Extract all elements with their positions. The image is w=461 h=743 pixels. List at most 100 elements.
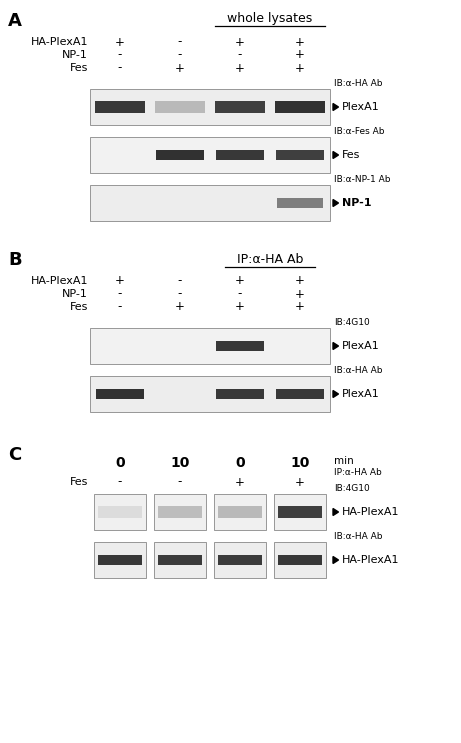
Polygon shape [333,557,338,563]
Bar [278,554,322,565]
Text: -: - [178,36,182,48]
Text: HA-PlexA1: HA-PlexA1 [342,555,400,565]
Text: IP:α-HA Ab: IP:α-HA Ab [334,468,382,477]
Text: +: + [295,36,305,48]
Bar [215,101,265,113]
Text: -: - [118,62,122,74]
Bar [155,101,205,113]
Text: 10: 10 [290,456,310,470]
Bar [95,101,145,113]
Text: Fes: Fes [70,302,88,312]
Bar [213,542,266,578]
Text: -: - [178,288,182,300]
Text: PlexA1: PlexA1 [342,102,380,112]
Text: IB:4G10: IB:4G10 [334,318,370,327]
Text: whole lysates: whole lysates [227,12,313,25]
Bar [94,542,147,578]
Bar [213,494,266,530]
Bar [158,554,202,565]
Text: IB:α-NP-1 Ab: IB:α-NP-1 Ab [334,175,390,184]
Polygon shape [333,152,338,158]
Bar [156,149,204,160]
Bar [275,101,325,113]
Bar [216,149,264,160]
Bar [218,506,262,518]
Bar [154,494,207,530]
Text: Fes: Fes [70,63,88,73]
Polygon shape [333,391,338,398]
Text: -: - [178,48,182,62]
Text: IB:α-HA Ab: IB:α-HA Ab [334,366,383,375]
Bar [90,185,330,221]
Text: HA-PlexA1: HA-PlexA1 [342,507,400,517]
Text: PlexA1: PlexA1 [342,341,380,351]
Text: +: + [175,62,185,74]
Polygon shape [333,103,338,111]
Bar [218,554,262,565]
Bar [273,542,326,578]
Text: +: + [295,288,305,300]
Bar [98,554,142,565]
Text: -: - [118,476,122,488]
Polygon shape [333,343,338,349]
Bar [90,328,330,364]
Bar [94,494,147,530]
Bar [276,389,324,399]
Bar [273,494,326,530]
Polygon shape [333,200,338,207]
Text: IB:α-Fes Ab: IB:α-Fes Ab [334,127,384,136]
Bar [276,149,324,160]
Text: +: + [235,274,245,288]
Text: +: + [235,300,245,314]
Bar [216,341,264,351]
Text: +: + [115,274,125,288]
Text: NP-1: NP-1 [62,289,88,299]
Bar [278,506,322,518]
Text: C: C [8,446,21,464]
Text: 10: 10 [170,456,189,470]
Text: +: + [235,36,245,48]
Text: IP:α-HA Ab: IP:α-HA Ab [237,253,303,266]
Text: PlexA1: PlexA1 [342,389,380,399]
Text: IB:4G10: IB:4G10 [334,484,370,493]
Text: +: + [295,62,305,74]
Text: HA-PlexA1: HA-PlexA1 [30,276,88,286]
Bar [154,542,207,578]
Text: IB:α-HA Ab: IB:α-HA Ab [334,79,383,88]
Polygon shape [333,508,338,516]
Text: NP-1: NP-1 [342,198,372,208]
Text: -: - [238,48,242,62]
Text: +: + [295,48,305,62]
Bar [90,89,330,125]
Text: -: - [118,288,122,300]
Text: -: - [178,476,182,488]
Bar [90,137,330,173]
Text: IB:α-HA Ab: IB:α-HA Ab [334,532,383,541]
Text: +: + [295,476,305,488]
Text: Fes: Fes [70,477,88,487]
Text: NP-1: NP-1 [62,50,88,60]
Text: -: - [118,48,122,62]
Bar [158,506,202,518]
Bar [98,506,142,518]
Bar [96,389,144,399]
Text: 0: 0 [115,456,125,470]
Text: A: A [8,12,22,30]
Bar [216,389,264,399]
Text: +: + [295,274,305,288]
Text: min: min [334,456,354,466]
Bar [277,198,324,208]
Text: -: - [178,274,182,288]
Text: -: - [118,300,122,314]
Text: HA-PlexA1: HA-PlexA1 [30,37,88,47]
Text: B: B [8,251,22,269]
Text: +: + [295,300,305,314]
Text: +: + [235,62,245,74]
Text: +: + [175,300,185,314]
Text: 0: 0 [235,456,245,470]
Bar [90,376,330,412]
Text: +: + [115,36,125,48]
Text: +: + [235,476,245,488]
Text: -: - [238,288,242,300]
Text: Fes: Fes [342,150,361,160]
